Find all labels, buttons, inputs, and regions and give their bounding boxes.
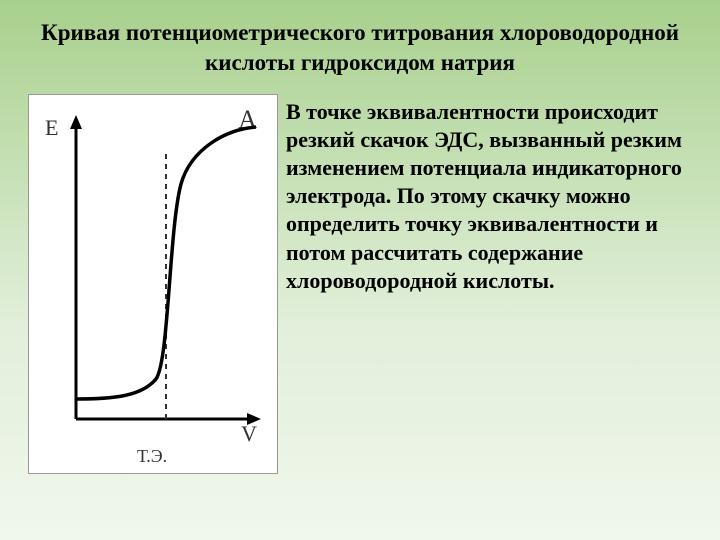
slide-title: Кривая потенциометрического титрования х… (28, 18, 692, 78)
y-axis-label: E (45, 115, 58, 141)
content-row: E A V Т.Э. В точке эквивалентности проис… (28, 94, 692, 474)
te-label: Т.Э. (137, 446, 167, 467)
chart-svg (61, 109, 271, 449)
titration-chart: E A V Т.Э. (28, 94, 278, 474)
slide-container: Кривая потенциометрического титрования х… (0, 0, 720, 540)
body-text: В точке эквивалентности происходит резки… (286, 94, 692, 474)
